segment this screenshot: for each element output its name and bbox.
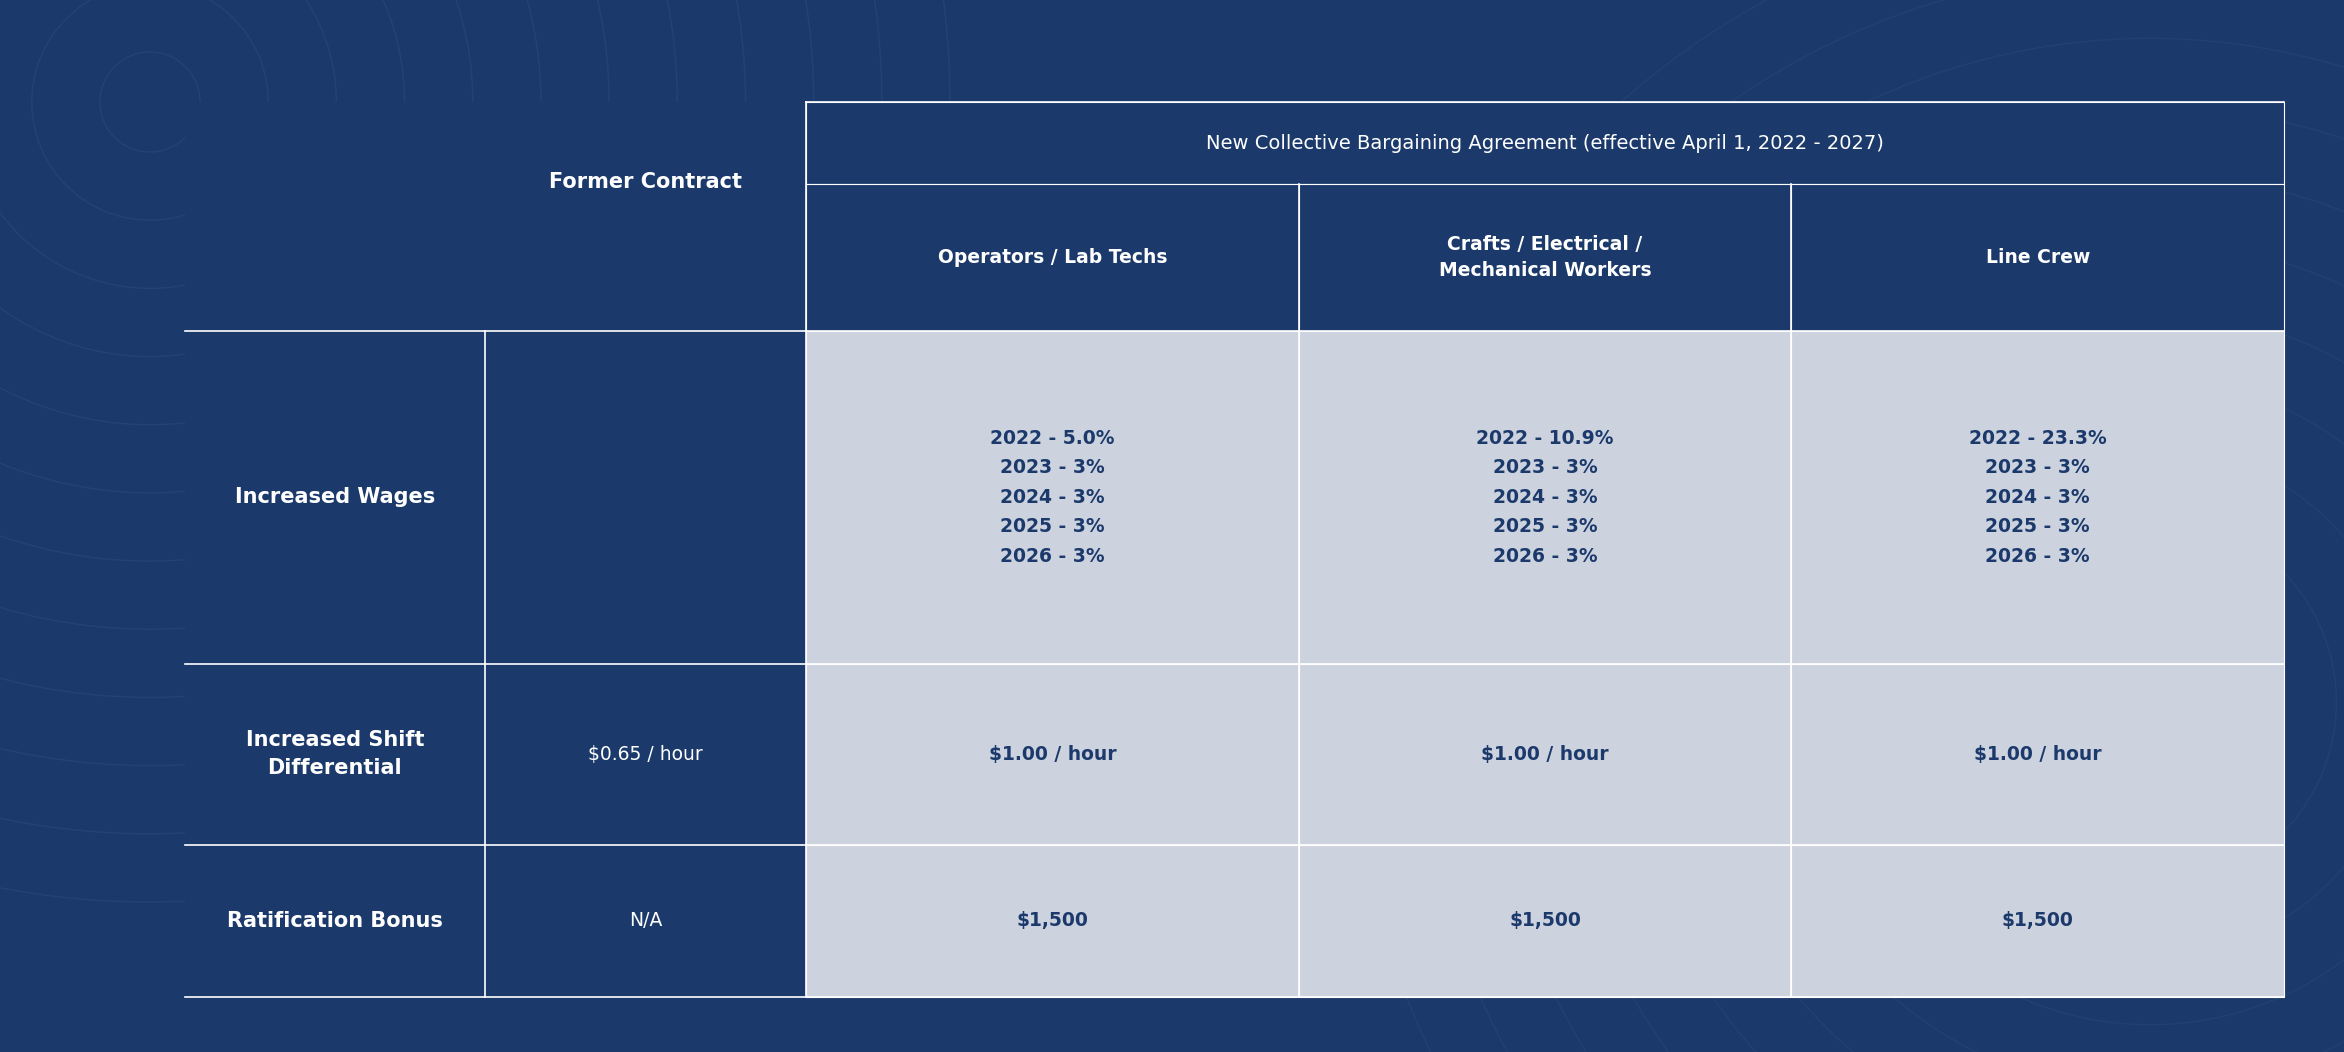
Text: New Collective Bargaining Agreement (effective April 1, 2022 - 2027): New Collective Bargaining Agreement (eff… — [1207, 134, 1885, 153]
Bar — [485, 102, 806, 330]
Bar — [806, 102, 2283, 184]
Text: $1.00 / hour: $1.00 / hour — [1974, 745, 2103, 764]
Text: Ratification Bonus: Ratification Bonus — [227, 911, 443, 931]
Text: $1.00 / hour: $1.00 / hour — [989, 745, 1116, 764]
Bar — [185, 845, 485, 997]
Text: 2022 - 23.3%
2023 - 3%
2024 - 3%
2025 - 3%
2026 - 3%: 2022 - 23.3% 2023 - 3% 2024 - 3% 2025 - … — [1969, 428, 2107, 566]
Text: $1.00 / hour: $1.00 / hour — [1481, 745, 1608, 764]
Bar — [185, 664, 485, 845]
Bar — [806, 664, 1299, 845]
Bar — [1299, 184, 1791, 330]
Bar — [485, 664, 806, 845]
Bar — [806, 845, 1299, 997]
Text: $1,500: $1,500 — [2002, 911, 2074, 930]
Bar — [485, 330, 806, 664]
Text: $1,500: $1,500 — [1017, 911, 1088, 930]
Bar — [1791, 330, 2283, 664]
Bar — [1791, 184, 2283, 330]
Text: N/A: N/A — [628, 911, 663, 930]
Bar — [485, 845, 806, 997]
Bar — [1299, 330, 1791, 664]
Text: Increased Shift
Differential: Increased Shift Differential — [246, 730, 424, 778]
Text: $0.65 / hour: $0.65 / hour — [588, 745, 703, 764]
Bar — [185, 102, 485, 330]
Bar — [1791, 664, 2283, 845]
Bar — [1299, 845, 1791, 997]
Bar — [806, 330, 1299, 664]
Bar — [1299, 664, 1791, 845]
Text: Line Crew: Line Crew — [1985, 248, 2091, 267]
Bar — [806, 184, 1299, 330]
Text: Increased Wages: Increased Wages — [234, 487, 436, 507]
Text: Operators / Lab Techs: Operators / Lab Techs — [938, 248, 1167, 267]
Text: $1,500: $1,500 — [1510, 911, 1580, 930]
Text: Crafts / Electrical /
Mechanical Workers: Crafts / Electrical / Mechanical Workers — [1439, 235, 1653, 280]
Bar — [1791, 845, 2283, 997]
Text: 2022 - 5.0%
2023 - 3%
2024 - 3%
2025 - 3%
2026 - 3%: 2022 - 5.0% 2023 - 3% 2024 - 3% 2025 - 3… — [989, 428, 1116, 566]
Text: 2022 - 10.9%
2023 - 3%
2024 - 3%
2025 - 3%
2026 - 3%: 2022 - 10.9% 2023 - 3% 2024 - 3% 2025 - … — [1477, 428, 1613, 566]
Text: Former Contract: Former Contract — [548, 171, 743, 191]
Bar — [185, 330, 485, 664]
